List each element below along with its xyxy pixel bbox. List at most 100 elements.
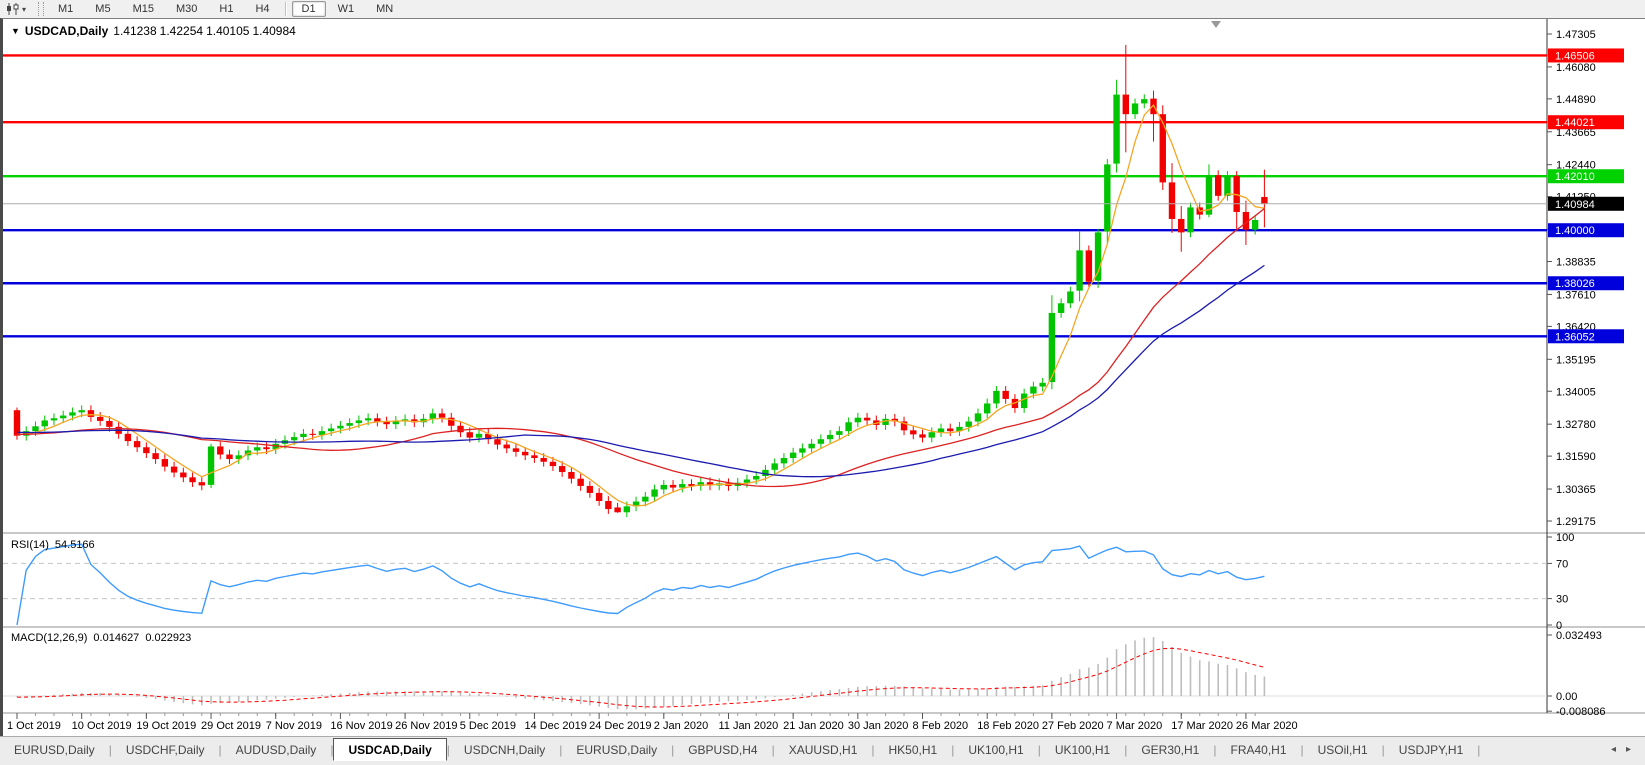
time-tick-label: 21 Jan 2020 xyxy=(783,720,844,732)
tab-separator: | xyxy=(1381,743,1385,757)
symbol-tab-uk100-h1[interactable]: UK100,H1 xyxy=(1054,743,1111,757)
candle-body xyxy=(124,433,132,442)
ma-slow-line xyxy=(16,264,1265,478)
chart-window: ▼ USDCAD,Daily 1.41238 1.42254 1.40105 1… xyxy=(0,18,1645,736)
timeframe-button-h1[interactable]: H1 xyxy=(219,3,234,15)
symbol-tab-audusd-daily[interactable]: AUDUSD,Daily xyxy=(235,743,317,757)
symbol-tab-fra40-h1[interactable]: FRA40,H1 xyxy=(1230,743,1287,757)
candle-body xyxy=(503,444,510,449)
price-line-badge xyxy=(1548,223,1624,238)
candle-body xyxy=(475,433,483,438)
symbol-tab-uk100-h1[interactable]: UK100,H1 xyxy=(968,743,1024,757)
time-tick-label: 5 Dec 2019 xyxy=(460,720,516,732)
candle-body xyxy=(13,410,21,436)
symbol-tab-hk50-h1[interactable]: HK50,H1 xyxy=(888,743,938,757)
title-dropdown-icon[interactable]: ▼ xyxy=(11,26,20,36)
timeframe-button-w1[interactable]: W1 xyxy=(337,3,355,15)
chart-title: ▼ USDCAD,Daily 1.41238 1.42254 1.40105 1… xyxy=(11,24,296,38)
candle-body xyxy=(540,458,547,462)
symbol-tab-eurusd-daily[interactable]: EURUSD,Daily xyxy=(576,743,658,757)
tab-separator: | xyxy=(1213,743,1217,757)
macd-axis-label: 0.00 xyxy=(1556,691,1577,703)
rsi-axis-label: 100 xyxy=(1556,532,1574,544)
candle-body xyxy=(327,428,335,432)
candle-body xyxy=(928,432,935,438)
chart-surface[interactable]: 1.47305 1.46080 1.44890 1.43665 1.42440 1.412… xyxy=(3,19,1645,736)
candle-body xyxy=(632,501,640,507)
symbol-tab-eurusd-daily[interactable]: EURUSD,Daily xyxy=(14,743,95,757)
price-line-badge xyxy=(1548,48,1624,63)
timeframe-toolbar: ▾ M1 M5 M15 M30 H1 H4 D1 W1 MN xyxy=(0,0,1645,19)
tab-separator: | xyxy=(1124,743,1128,757)
candle-body xyxy=(568,471,575,479)
timeframe-button-mn[interactable]: MN xyxy=(376,3,394,15)
candle-body xyxy=(1113,94,1120,164)
tab-scroll-arrows: ◂ ▸ xyxy=(1597,740,1645,759)
time-tick-label: 8 Feb 2020 xyxy=(913,720,969,732)
candle-body xyxy=(69,412,76,416)
symbol-tab-gbpusd-h4[interactable]: GBPUSD,H4 xyxy=(688,743,758,757)
price-tick-label: 1.32780 xyxy=(1556,419,1596,431)
time-tick-label: 11 Jan 2020 xyxy=(718,720,778,732)
candle-body xyxy=(762,469,769,477)
candle-body xyxy=(291,437,298,441)
candle-body xyxy=(882,418,889,425)
price-line-badge-label: 1.44021 xyxy=(1555,117,1595,129)
symbol-tab-ger30-h1[interactable]: GER30,H1 xyxy=(1141,743,1200,757)
candle-body xyxy=(1215,175,1222,196)
candle-body xyxy=(605,500,612,510)
candle-body xyxy=(96,416,104,421)
chevron-down-icon: ▾ xyxy=(22,4,27,14)
candle-body xyxy=(669,484,677,488)
timeframe-button-m1[interactable]: M1 xyxy=(58,3,74,15)
symbol-tab-usdchf-daily[interactable]: USDCHF,Daily xyxy=(125,743,205,757)
candle-body xyxy=(485,433,492,440)
tab-separator: | xyxy=(771,743,775,757)
current-price-badge-label: 1.40984 xyxy=(1555,199,1595,211)
candle-body xyxy=(789,452,797,459)
candle-body xyxy=(401,419,409,421)
tab-scroll-left-icon[interactable]: ◂ xyxy=(1610,744,1616,755)
candle-body xyxy=(854,417,862,423)
timeframe-button-d1[interactable]: D1 xyxy=(291,1,326,17)
candle-body xyxy=(1131,103,1139,115)
symbol-tab-xauusd-h1[interactable]: XAUUSD,H1 xyxy=(788,743,858,757)
tab-scroll-right-icon[interactable]: ▸ xyxy=(1625,744,1631,755)
rsi-axis-label: 0 xyxy=(1556,620,1562,632)
timeframe-button-m5[interactable]: M5 xyxy=(95,3,111,15)
price-line-badge-label: 1.38026 xyxy=(1555,278,1595,290)
candle-body xyxy=(614,507,621,513)
time-axis[interactable]: 1 Oct 2019 10 Oct 2019 19 Oct 2019 29 Oct 2… xyxy=(7,713,1298,732)
symbol-tab-usdcnh-daily[interactable]: USDCNH,Daily xyxy=(463,743,546,757)
symbol-tab-usoil-h1[interactable]: USOil,H1 xyxy=(1317,743,1368,757)
timeframe-button-m15[interactable]: M15 xyxy=(132,3,154,15)
rsi-indicator-label: RSI(14) 54.5166 xyxy=(11,539,95,551)
candle-body xyxy=(300,433,307,438)
time-tick-label: 7 Mar 2020 xyxy=(1107,720,1163,732)
price-tick-label: 1.46080 xyxy=(1556,62,1596,74)
timeframe-button-h4[interactable]: H4 xyxy=(255,3,270,15)
time-tick-label: 17 Mar 2020 xyxy=(1171,720,1233,732)
timeframe-button-m30[interactable]: M30 xyxy=(175,3,198,15)
candle-body xyxy=(494,439,501,445)
time-tick-label: 7 Nov 2019 xyxy=(266,720,322,732)
candle-body xyxy=(1122,94,1129,115)
candle-body xyxy=(1251,220,1259,230)
candle-body xyxy=(743,479,751,483)
candle-body xyxy=(595,492,603,501)
toolbar-grip[interactable] xyxy=(38,2,45,16)
time-tick-label: 1 Oct 2019 xyxy=(7,720,61,732)
candle-body xyxy=(522,451,529,456)
time-tick-label: 16 Nov 2019 xyxy=(330,720,392,732)
candle-body xyxy=(198,482,205,486)
symbol-tab-usdjpy-h1[interactable]: USDJPY,H1 xyxy=(1398,743,1464,757)
candle-body xyxy=(207,446,215,485)
candle-body xyxy=(429,413,436,419)
current-price-badge xyxy=(1548,196,1624,211)
price-line-badge xyxy=(1548,169,1624,184)
candle-body xyxy=(1168,182,1176,219)
symbol-tab-usdcad-daily[interactable]: USDCAD,Daily xyxy=(333,738,447,761)
chart-shift-marker[interactable] xyxy=(1211,21,1221,28)
candle-body xyxy=(919,434,926,438)
chart-type-button[interactable]: ▾ xyxy=(0,1,32,17)
